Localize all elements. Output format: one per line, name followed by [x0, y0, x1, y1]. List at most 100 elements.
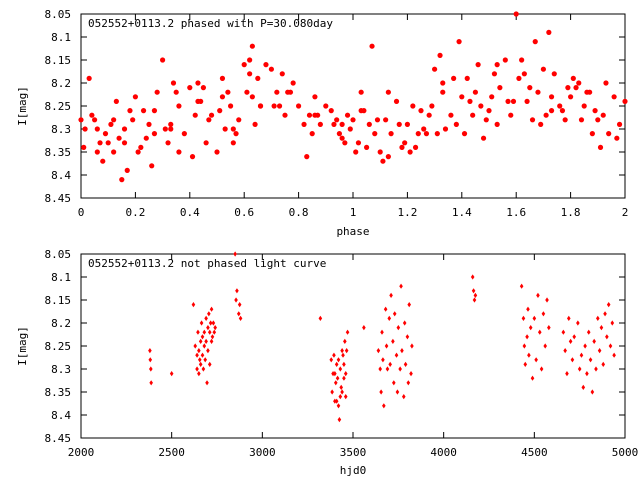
data-point	[581, 384, 586, 390]
x-axis-label: hjd0	[340, 464, 367, 477]
data-point	[217, 108, 223, 114]
data-point	[369, 43, 375, 49]
data-point	[389, 292, 393, 298]
data-point	[197, 348, 201, 354]
data-point	[344, 112, 351, 118]
data-point	[601, 361, 606, 367]
data-point	[247, 57, 253, 63]
data-point	[407, 302, 412, 308]
y-tick-label: 8.35	[45, 146, 72, 159]
data-point	[195, 352, 199, 358]
data-point	[82, 126, 88, 132]
data-point	[595, 117, 601, 123]
data-point	[121, 126, 128, 132]
data-point	[344, 348, 349, 354]
data-point	[236, 117, 242, 123]
data-point	[154, 89, 160, 95]
data-point	[392, 380, 396, 386]
data-point	[165, 140, 171, 146]
data-point	[486, 108, 492, 114]
data-point	[421, 126, 427, 132]
data-point	[605, 334, 609, 340]
x-tick-label: 2000	[68, 446, 95, 459]
data-point	[108, 121, 114, 127]
data-point	[168, 121, 174, 127]
x-tick-label: 1.4	[452, 206, 472, 219]
data-point	[276, 103, 283, 109]
data-point	[330, 389, 334, 395]
data-point	[244, 89, 250, 95]
data-point	[396, 325, 401, 331]
data-point	[176, 103, 182, 109]
data-point	[597, 144, 604, 150]
data-point	[393, 98, 400, 104]
data-point	[543, 112, 549, 118]
data-point	[385, 154, 391, 160]
data-point	[557, 103, 563, 109]
data-point	[135, 149, 141, 155]
data-point	[429, 103, 435, 109]
data-point	[234, 297, 238, 303]
data-point	[334, 398, 339, 404]
data-point	[211, 320, 216, 326]
data-point	[502, 57, 508, 63]
data-point	[219, 75, 226, 81]
data-point	[402, 320, 407, 326]
data-point	[510, 98, 517, 104]
x-tick-label: 0.6	[234, 206, 254, 219]
data-point	[475, 62, 481, 68]
x-tick-label: 1.8	[561, 206, 581, 219]
data-point	[418, 108, 424, 114]
data-point	[301, 121, 307, 127]
x-tick-label: 2500	[158, 446, 185, 459]
data-point	[437, 52, 443, 59]
data-point	[200, 352, 205, 358]
data-point	[568, 94, 574, 100]
data-point	[470, 112, 476, 118]
data-point	[456, 39, 462, 45]
data-point	[343, 338, 347, 344]
data-point	[149, 366, 153, 372]
data-point	[606, 302, 611, 308]
data-point	[339, 384, 344, 390]
y-tick-label: 8.2	[51, 77, 71, 90]
y-tick-label: 8.45	[45, 432, 72, 445]
data-point	[198, 338, 203, 344]
data-point	[102, 131, 109, 137]
data-point	[410, 343, 414, 349]
data-point	[146, 121, 152, 127]
y-tick-label: 8.05	[45, 8, 72, 21]
data-point	[478, 103, 484, 109]
data-point	[206, 325, 210, 331]
data-point	[196, 329, 200, 335]
data-point	[230, 140, 236, 146]
data-point	[338, 366, 343, 372]
x-tick-label: 3500	[340, 446, 367, 459]
data-point	[524, 98, 530, 104]
data-point	[513, 11, 519, 17]
data-point	[440, 80, 446, 86]
data-point	[380, 329, 384, 335]
data-point	[192, 112, 198, 118]
data-point	[366, 121, 372, 127]
data-point	[532, 39, 538, 45]
data-point	[594, 366, 598, 372]
data-point	[505, 98, 511, 104]
data-point	[127, 108, 133, 114]
data-point	[483, 117, 489, 123]
data-point	[516, 75, 522, 81]
data-point	[581, 103, 587, 109]
x-tick-label: 3000	[249, 446, 276, 459]
data-point	[187, 85, 193, 91]
data-point	[338, 394, 343, 400]
data-point	[523, 361, 528, 367]
data-point	[401, 394, 406, 400]
data-point	[210, 334, 215, 340]
data-point	[312, 94, 318, 100]
data-point	[331, 121, 337, 127]
data-point	[453, 121, 459, 127]
data-point	[470, 274, 475, 280]
data-point	[521, 315, 526, 321]
data-point	[197, 371, 201, 377]
data-point	[350, 117, 356, 123]
